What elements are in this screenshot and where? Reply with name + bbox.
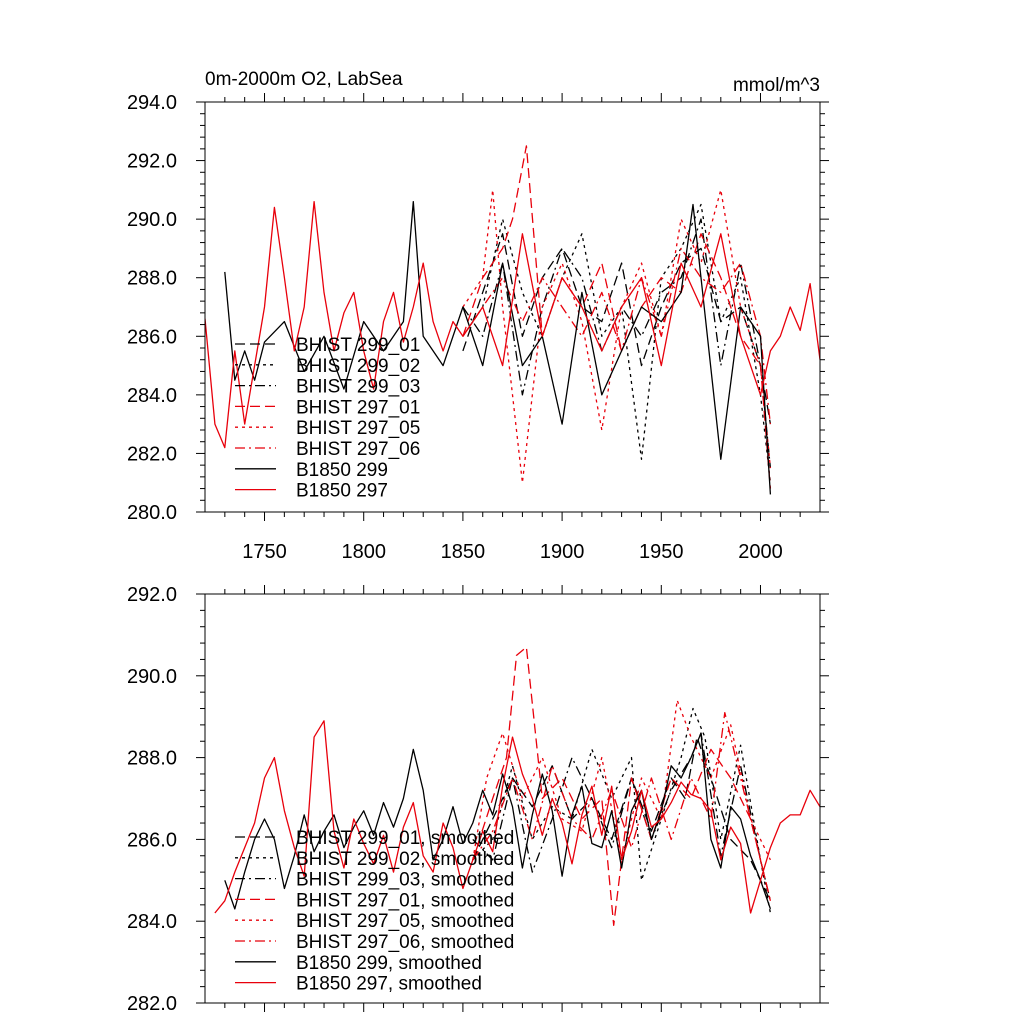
legend-label-5: BHIST 297_05 [296,418,420,439]
legend-label-4: BHIST 297_01, smoothed [296,890,514,911]
chart-title: 0m-2000m O2, LabSea [205,69,403,90]
x-tick-label: 1800 [341,541,386,563]
y-tick-label: 290.0 [127,666,177,688]
legend-label-4: BHIST 297_01 [296,397,420,418]
legend-label-8: B1850 297, smoothed [296,974,482,995]
bottom-panel: 282.0 284.0 286.0 288.0 290.0 292.0 BHIST 299_… [127,584,829,1015]
y-tick-label: 282.0 [127,993,177,1015]
y-tick-label: 292.0 [127,584,177,606]
plot-frame [204,101,821,513]
plot-frame [204,593,821,1004]
series-line-3 [472,732,772,901]
series-line-2 [462,203,772,483]
legend-label-7: B1850 299 [296,460,388,481]
legend-label-2: BHIST 299_02, smoothed [296,849,514,870]
y-tick-label: 288.0 [127,748,177,770]
y-tick-label: 284.0 [127,911,177,933]
y-tick-label: 286.0 [127,326,177,348]
legend-label-6: BHIST 297_06, smoothed [296,932,514,953]
units-label: mmol/m^3 [733,75,820,96]
series-line-8 [205,200,820,449]
x-tick-label: 1950 [639,541,684,563]
y-tick-label: 284.0 [127,385,177,407]
y-tick-label: 280.0 [127,502,177,524]
y-tick-label: 292.0 [127,151,177,173]
series-group [205,145,820,495]
x-tick-label: 1850 [441,541,486,563]
legend-label-7: B1850 299, smoothed [296,953,482,974]
series-line-8 [214,720,820,914]
top-panel: 280.0 282.0 284.0 286.0 288.0 290.0 292.0 294.0… [127,69,829,563]
legend-label-5: BHIST 297_05, smoothed [296,911,514,932]
y-tick-label: 294.0 [127,92,177,114]
y-tick-label: 282.0 [127,443,177,465]
legend-label-6: BHIST 297_06 [296,439,420,460]
legend-label-8: B1850 297 [296,481,388,502]
series-line-6 [472,711,772,901]
legend-label-1: BHIST 299_01 [296,335,420,356]
x-tick-label: 1900 [540,541,585,563]
series-line-7 [224,200,772,495]
y-tick-label: 286.0 [127,829,177,851]
series-line-5 [462,189,772,484]
y-tick-label: 290.0 [127,209,177,231]
series-group [214,646,820,926]
x-tick-label: 2000 [738,541,783,563]
legend-label-3: BHIST 299_03 [296,377,420,398]
legend-label-1: BHIST 299_01, smoothed [296,828,514,849]
series-line-1 [462,233,772,425]
y-tick-label: 288.0 [127,268,177,290]
legend-label-2: BHIST 299_02 [296,356,420,377]
x-tick-label: 1750 [242,541,287,563]
legend-label-3: BHIST 299_03, smoothed [296,870,514,891]
series-line-4 [472,646,772,926]
series-line-7 [224,732,772,910]
series-line-6 [462,247,772,425]
